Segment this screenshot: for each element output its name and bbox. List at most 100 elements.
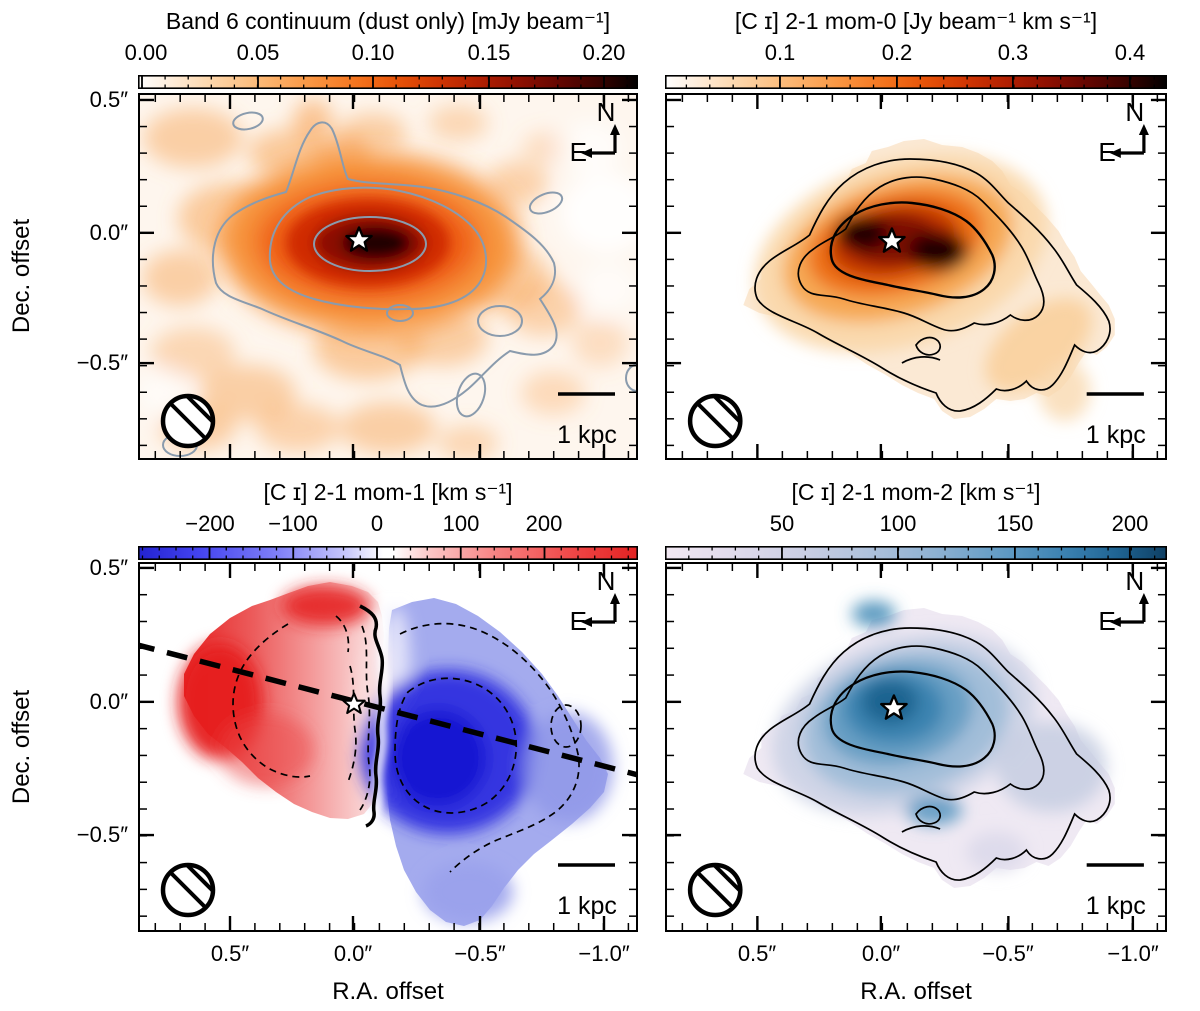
compass-icon: N E — [1098, 566, 1149, 636]
scale-bar: 1 kpc — [1086, 392, 1146, 449]
cbar-tick: 100 — [442, 511, 480, 536]
colorbar-ticklabels-mom2: 50 100 150 200 — [665, 511, 1167, 539]
colorbar-mom1 — [138, 546, 638, 560]
colorbar-ticklabels-continuum: 0.00 0.05 0.10 0.15 0.20 — [125, 40, 638, 68]
beam-icon — [160, 862, 216, 918]
kinematic-major-axis — [138, 642, 638, 778]
colorbar-ticklabels-mom1: −200 −100 0 100 200 — [138, 511, 638, 539]
compass-east-label: E — [570, 137, 587, 167]
colorbar-title-mom0: [C ɪ] 2-1 mom-0 [Jy beam⁻¹ km s⁻¹] — [734, 8, 1098, 34]
cbar-tick: 0.20 — [582, 40, 626, 65]
panel-frame — [138, 93, 638, 460]
map-mom0: 1 kpc N E — [665, 93, 1167, 460]
compass-east-label: E — [570, 606, 587, 636]
colorbar-gradient — [665, 546, 1167, 560]
colorbar-title-mom1: [C ɪ] 2-1 mom-1 [km s⁻¹] — [263, 479, 513, 505]
axis-ticks — [667, 564, 1165, 930]
cbar-tick: 0.10 — [351, 40, 395, 65]
x-tick-label: 0.5″ — [210, 941, 250, 966]
y-tick-label: −0.5″ — [76, 350, 128, 375]
colorbar-ticklabels-mom0: 0.1 0.2 0.3 0.4 — [665, 40, 1167, 68]
y-tick-label: 0.0″ — [89, 220, 128, 245]
x-tick-label: 0.0″ — [861, 941, 901, 966]
cbar-tick: 200 — [525, 511, 563, 536]
compass-north-label: N — [1125, 566, 1144, 596]
compass-north-label: N — [1125, 97, 1144, 127]
colorbar-continuum — [138, 75, 638, 89]
panel-frame — [138, 562, 638, 932]
compass-icon: N E — [570, 97, 620, 167]
cbar-tick: 200 — [1111, 511, 1149, 536]
x-tick-label: −0.5″ — [982, 941, 1034, 966]
star-marker — [878, 227, 906, 253]
y-tick-label: −0.5″ — [76, 822, 128, 847]
colorbar-title-mom2: [C ɪ] 2-1 mom-2 [km s⁻¹] — [791, 479, 1041, 505]
x-tick-label: 0.5″ — [737, 941, 777, 966]
axis-ticks — [140, 95, 636, 458]
cbar-tick: 50 — [769, 511, 795, 536]
cbar-tick: −100 — [268, 511, 318, 536]
scale-bar-label: 1 kpc — [1086, 421, 1146, 449]
contour-lines-black — [754, 627, 1111, 881]
dispersion-field — [772, 601, 1107, 872]
compass-north-label: N — [597, 566, 616, 596]
colorbar-mom0 — [665, 75, 1167, 89]
cbar-tick: 0.2 — [881, 40, 913, 65]
y-tick-label: 0.5″ — [89, 87, 128, 112]
x-axis-label-right: R.A. offset — [860, 978, 972, 1005]
x-tick-label: 0.0″ — [333, 941, 373, 966]
colorbar-mom2 — [665, 546, 1167, 560]
cbar-tick: 100 — [879, 511, 917, 536]
x-tick-label: −1.0″ — [578, 941, 630, 966]
colorbar-gradient — [138, 75, 638, 89]
star-marker — [342, 692, 366, 715]
compass-east-label: E — [1098, 606, 1115, 636]
cbar-tick: 0.4 — [1114, 40, 1146, 65]
compass-north-label: N — [597, 97, 616, 127]
compass-east-label: E — [1098, 137, 1115, 167]
scale-bar-label: 1 kpc — [1086, 892, 1146, 920]
colorbar-ticks — [138, 546, 638, 560]
colorbar-ticks — [138, 75, 638, 89]
redshifted-region — [184, 582, 384, 819]
star-marker — [345, 226, 373, 252]
colorbar-ticks — [665, 546, 1167, 560]
dashed-velocity-contours — [232, 615, 582, 873]
compass-icon: N E — [1098, 97, 1149, 167]
contour-lines-gray — [162, 111, 638, 457]
beam-icon — [687, 393, 743, 449]
scale-bar: 1 kpc — [557, 392, 617, 449]
colorbar-gradient — [138, 546, 638, 560]
x-axis-label-left: R.A. offset — [332, 978, 444, 1005]
cbar-tick: 0.15 — [467, 40, 511, 65]
cbar-tick: 0.3 — [997, 40, 1029, 65]
scale-bar-label: 1 kpc — [557, 892, 617, 920]
map-continuum: 1 kpc N E — [138, 93, 638, 460]
cbar-tick: 150 — [996, 511, 1034, 536]
axis-ticks — [667, 95, 1165, 458]
y-axis-label-bottom: Dec. offset — [8, 689, 35, 805]
map-mom2: 1 kpc N E — [665, 562, 1167, 932]
panel-frame — [665, 93, 1167, 460]
cbar-tick: −200 — [185, 511, 235, 536]
y-axis-label-top: Dec. offset — [8, 218, 35, 334]
scale-bar: 1 kpc — [1086, 863, 1146, 920]
cbar-tick: 0 — [370, 511, 384, 536]
x-tick-label: −1.0″ — [1107, 941, 1159, 966]
colorbar-gradient — [665, 75, 1167, 89]
map-mom1: 1 kpc N E — [138, 562, 638, 932]
y-tick-label: 0.5″ — [89, 555, 128, 580]
zero-velocity-contour — [359, 604, 385, 828]
axis-ticks — [140, 564, 636, 930]
beam-icon — [160, 393, 216, 449]
y-tick-label: 0.0″ — [89, 689, 128, 714]
scale-bar: 1 kpc — [557, 863, 617, 920]
compass-icon: N E — [570, 566, 620, 636]
star-marker — [880, 694, 908, 720]
contour-lines-black — [754, 158, 1111, 412]
cbar-tick: 0.00 — [124, 40, 168, 65]
cbar-tick: 0.1 — [764, 40, 796, 65]
scale-bar-label: 1 kpc — [557, 421, 617, 449]
continuum-core — [286, 199, 450, 287]
